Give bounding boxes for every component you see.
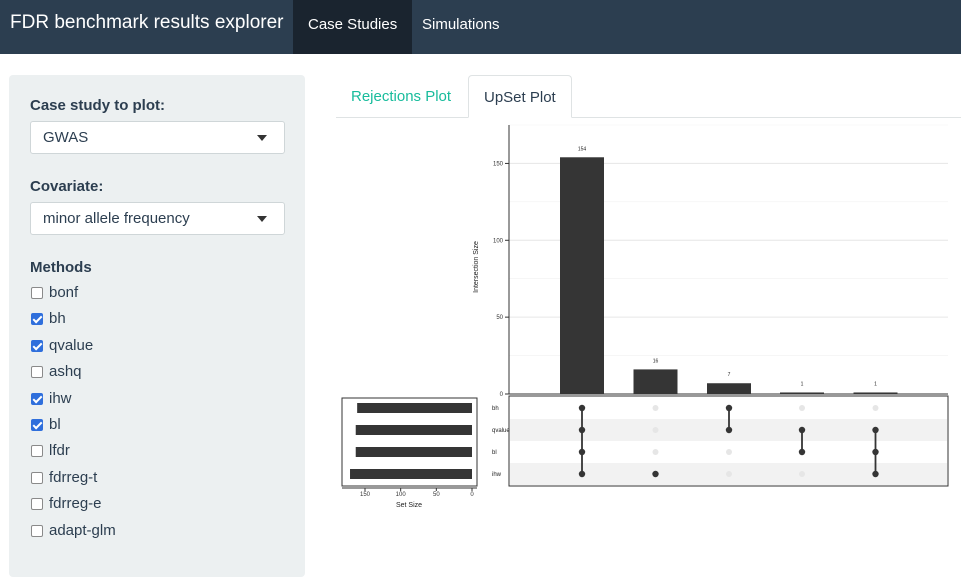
bar-value-label: 154 — [578, 146, 587, 152]
tab-rejections-plot[interactable]: Rejections Plot — [351, 88, 452, 105]
matrix-dot-filled — [872, 426, 879, 434]
bar-intersection — [780, 392, 824, 394]
matrix-dot-filled — [578, 470, 586, 478]
method-label: lfdr — [49, 442, 70, 460]
y-tick-label: 50 — [496, 315, 503, 321]
checkbox-checked-icon[interactable] — [31, 419, 43, 431]
matrix-dot-filled — [578, 404, 586, 412]
matrix-dot-empty — [652, 405, 659, 411]
set-size-axis-label: Set Size — [396, 502, 422, 509]
matrix-dot-filled — [798, 448, 806, 456]
case-study-label: Case study to plot: — [30, 97, 166, 114]
tab-case-studies[interactable]: Case Studies — [293, 0, 413, 54]
matrix-dot-empty — [726, 449, 732, 455]
set-name-label: bl — [492, 450, 497, 456]
checkbox-unchecked-icon[interactable] — [31, 366, 43, 379]
method-label: fdrreg-t — [49, 468, 98, 486]
matrix-dot-empty — [652, 449, 659, 455]
bar-set-size — [350, 469, 472, 479]
checkbox-checked-icon[interactable] — [31, 313, 43, 326]
bar-intersection — [853, 392, 898, 394]
checkbox-unchecked-icon[interactable] — [31, 524, 43, 537]
method-label: ashq — [49, 363, 82, 381]
bar-value-label: 16 — [653, 358, 659, 364]
checkbox-checked-icon[interactable] — [31, 339, 43, 352]
matrix-dot-empty — [799, 471, 805, 477]
y-axis-label: Intersection Size — [473, 241, 480, 293]
case-study-select[interactable]: GWAS — [30, 121, 285, 154]
navbar: FDR benchmark results explorer Case Stud… — [0, 0, 961, 54]
method-label: bh — [49, 310, 66, 328]
bar-set-size — [355, 447, 472, 457]
y-tick-label: 0 — [500, 392, 504, 398]
checkbox-unchecked-icon[interactable] — [31, 471, 43, 484]
y-tick-label: 100 — [493, 238, 504, 244]
matrix-dot-empty — [652, 427, 659, 433]
covariate-label: Covariate: — [30, 178, 104, 195]
matrix-dot-filled — [725, 404, 733, 412]
checkbox-unchecked-icon[interactable] — [31, 287, 43, 299]
checkbox-unchecked-icon[interactable] — [31, 445, 43, 458]
set-size-tick-label: 100 — [396, 492, 407, 498]
bar-intersection — [560, 157, 604, 394]
matrix-dot-filled — [872, 470, 879, 478]
method-label: bl — [49, 416, 61, 433]
set-size-tick-label: 50 — [433, 492, 440, 498]
matrix-dot-filled — [578, 448, 586, 456]
bar-intersection — [707, 383, 751, 394]
set-size-tick-label: 0 — [470, 492, 474, 498]
chevron-down-icon — [257, 135, 267, 141]
matrix-dot-filled — [872, 448, 879, 456]
covariate-value: minor allele frequency — [43, 210, 190, 227]
sidebar-panel: Case study to plot: GWAS Covariate: mino… — [9, 75, 305, 577]
tab-simulations[interactable]: Simulations — [422, 16, 500, 33]
set-name-label: bh — [492, 406, 499, 412]
case-study-value: GWAS — [43, 129, 89, 146]
bar-intersection — [633, 369, 678, 394]
set-name-label: qvalue — [492, 428, 510, 434]
matrix-dot-empty — [726, 471, 732, 477]
matrix-dot-empty — [872, 405, 879, 411]
plot-tabs-divider — [336, 117, 961, 118]
method-label: qvalue — [49, 336, 94, 354]
bar-set-size — [355, 425, 472, 435]
bar-value-label: 1 — [801, 381, 804, 387]
method-label: ihw — [49, 389, 72, 407]
covariate-select[interactable]: minor allele frequency — [30, 202, 285, 235]
tab-upset-plot[interactable]: UpSet Plot — [468, 75, 572, 118]
app-title: FDR benchmark results explorer — [10, 12, 284, 33]
set-size-tick-label: 150 — [360, 492, 371, 498]
bar-value-label: 7 — [728, 372, 731, 378]
method-label: adapt-glm — [49, 521, 116, 539]
matrix-dot-filled — [725, 426, 733, 434]
method-label: bonf — [49, 284, 79, 301]
y-tick-label: 150 — [493, 161, 504, 167]
chevron-down-icon — [257, 216, 267, 222]
checkbox-unchecked-icon[interactable] — [31, 498, 43, 511]
methods-label: Methods — [30, 259, 92, 276]
matrix-dot-filled — [798, 426, 806, 434]
method-label: fdrreg-e — [49, 495, 102, 513]
matrix-dot-filled — [652, 470, 659, 478]
set-name-label: ihw — [492, 472, 502, 478]
matrix-dot-empty — [799, 405, 805, 411]
checkbox-checked-icon[interactable] — [31, 392, 43, 405]
bar-value-label: 1 — [874, 381, 877, 387]
matrix-dot-filled — [578, 426, 586, 434]
bar-set-size — [357, 403, 472, 413]
